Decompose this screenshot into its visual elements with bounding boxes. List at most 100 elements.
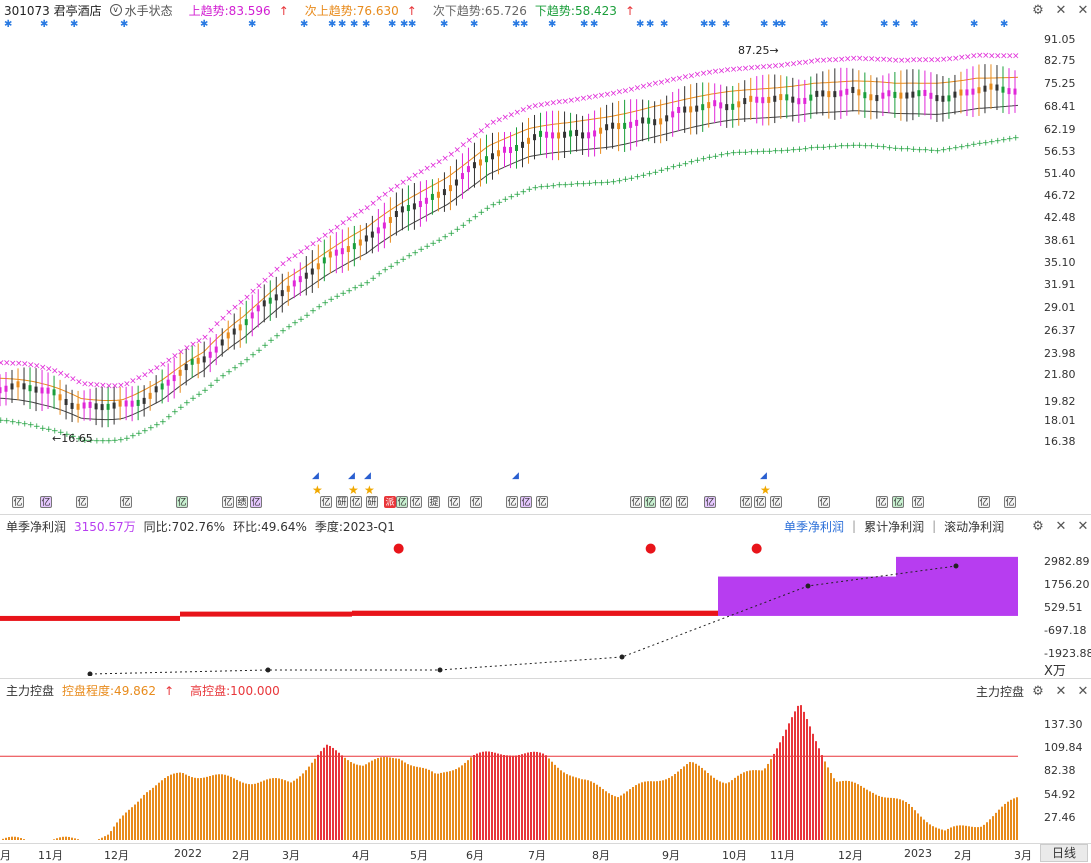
down-trend-marker: +: [327, 295, 335, 305]
close-icon[interactable]: ✕: [1055, 518, 1067, 534]
event-tag-icon[interactable]: 亿: [448, 496, 460, 508]
tab-rolling-profit[interactable]: 滚动净利润: [944, 519, 1005, 534]
down-trend-label: 下趋势:58.423 ↑: [534, 3, 636, 18]
event-tag-icon[interactable]: 提: [428, 496, 440, 508]
event-tag-icon[interactable]: 亿: [410, 496, 422, 508]
event-tag-icon[interactable]: 亿: [770, 496, 782, 508]
down-trend-marker: +: [405, 251, 413, 261]
down-trend-marker: +: [231, 363, 239, 373]
event-tag-icon[interactable]: 亿: [754, 496, 766, 508]
event-tag-icon[interactable]: 亿: [676, 496, 688, 508]
event-tag-icon[interactable]: 亿: [818, 496, 830, 508]
signal-star-icon: ✱: [548, 19, 556, 30]
candle-body: [983, 85, 987, 92]
event-tag-icon[interactable]: 亿: [704, 496, 716, 508]
event-tag-icon[interactable]: 亿: [536, 496, 548, 508]
gear-icon[interactable]: ⚙: [1032, 683, 1044, 699]
down-trend-marker: +: [123, 434, 131, 444]
candle-body: [563, 131, 567, 138]
candle-body: [593, 130, 597, 137]
candle-body: [971, 88, 975, 95]
close-icon[interactable]: ✕: [1055, 683, 1067, 699]
event-tag-icon[interactable]: 亿: [250, 496, 262, 508]
event-tag-icon[interactable]: 亿: [176, 496, 188, 508]
up-trend-marker: ×: [201, 333, 209, 343]
down-trend-marker: +: [970, 140, 978, 150]
candle-body: [310, 268, 314, 275]
event-tag-icon[interactable]: 亿: [12, 496, 24, 508]
event-tag-icon[interactable]: 亿: [320, 496, 332, 508]
event-tag-icon[interactable]: 亿: [660, 496, 672, 508]
event-tag-icon[interactable]: 亿: [978, 496, 990, 508]
price-axis-label: 68.41: [1044, 100, 1076, 113]
candle-body: [995, 84, 999, 91]
candle-body: [731, 103, 735, 110]
event-tag-icon[interactable]: 亿: [644, 496, 656, 508]
up-trend-marker: ×: [417, 167, 425, 177]
close-icon[interactable]: ✕: [1077, 518, 1089, 534]
control-axis-label: 137.30: [1044, 718, 1083, 731]
candle-body: [539, 130, 543, 137]
candle-body: [82, 402, 86, 409]
up-trend-marker: ×: [309, 240, 317, 250]
event-tag-icon[interactable]: 亿: [876, 496, 888, 508]
event-tag-icon[interactable]: 亿: [740, 496, 752, 508]
event-tag-icon[interactable]: 研: [366, 496, 378, 508]
up-trend-marker: ×: [105, 381, 113, 391]
signal-star-icon: ✱: [338, 19, 346, 30]
down-trend-marker: +: [814, 143, 822, 153]
event-tag-icon[interactable]: 亿: [40, 496, 52, 508]
candle-body: [875, 95, 879, 102]
event-tag-icon[interactable]: 亿: [350, 496, 362, 508]
down-trend-marker: +: [21, 419, 29, 429]
down-trend-marker: +: [453, 225, 461, 235]
indicator-dropdown[interactable]: v 水手状态: [109, 2, 181, 19]
event-tag-icon[interactable]: 亿: [892, 496, 904, 508]
down-trend-marker: +: [111, 436, 119, 446]
event-tag-icon[interactable]: 亿: [120, 496, 132, 508]
event-tag-icon[interactable]: 亿: [1004, 496, 1016, 508]
candle-body: [923, 89, 927, 96]
up-trend-marker: ×: [778, 61, 786, 71]
up-trend-marker: ×: [231, 303, 239, 313]
month-label: 月: [0, 849, 11, 862]
up-trend-marker: ×: [261, 276, 269, 286]
candle-body: [220, 339, 224, 346]
event-tag-icon[interactable]: 研: [336, 496, 348, 508]
tab-quarter-profit[interactable]: 单季净利润: [784, 519, 845, 534]
price-chart[interactable]: ××××××××××××××××××××××××××××××××××××××××…: [0, 16, 1030, 516]
event-tag-icon[interactable]: 亿: [520, 496, 532, 508]
event-tag-icon[interactable]: 亿: [630, 496, 642, 508]
up-trend-marker: ×: [9, 359, 17, 369]
event-tag-icon[interactable]: 亿: [470, 496, 482, 508]
signal-star-icon: ✱: [300, 19, 308, 30]
event-tag-icon[interactable]: 亿: [506, 496, 518, 508]
down-trend-marker: +: [219, 372, 227, 382]
event-tag-icon[interactable]: 亿: [76, 496, 88, 508]
up-trend-marker: ×: [39, 363, 47, 373]
candle-body: [953, 91, 957, 98]
up-trend-marker: ×: [1006, 52, 1014, 62]
up-trend-marker: ×: [916, 56, 924, 66]
close-icon[interactable]: ✕: [1077, 683, 1089, 699]
indicator-name: 水手状态: [124, 3, 173, 18]
candle-body: [893, 91, 897, 98]
event-tag-icon[interactable]: 亿: [912, 496, 924, 508]
tab-cumulative-profit[interactable]: 累计净利润: [864, 519, 925, 534]
close-icon[interactable]: ✕: [1055, 2, 1067, 18]
gear-icon[interactable]: ⚙: [1032, 2, 1044, 18]
event-tag-icon[interactable]: 亿: [396, 496, 408, 508]
up-trend-marker: ×: [219, 314, 227, 324]
down-trend-marker: +: [315, 303, 323, 313]
profit-unit: X万: [1044, 664, 1066, 679]
down-trend-marker: +: [177, 403, 185, 413]
period-selector[interactable]: 日线: [1040, 844, 1088, 862]
event-tag-icon[interactable]: 亿: [222, 496, 234, 508]
close-icon[interactable]: ✕: [1077, 2, 1089, 18]
candle-body: [202, 356, 206, 363]
event-tag-icon[interactable]: 绩: [236, 496, 248, 508]
down-trend-marker: +: [225, 367, 233, 377]
gear-icon[interactable]: ⚙: [1032, 518, 1044, 534]
event-tag-icon[interactable]: 派: [384, 496, 396, 508]
down-trend-marker: +: [105, 436, 113, 446]
